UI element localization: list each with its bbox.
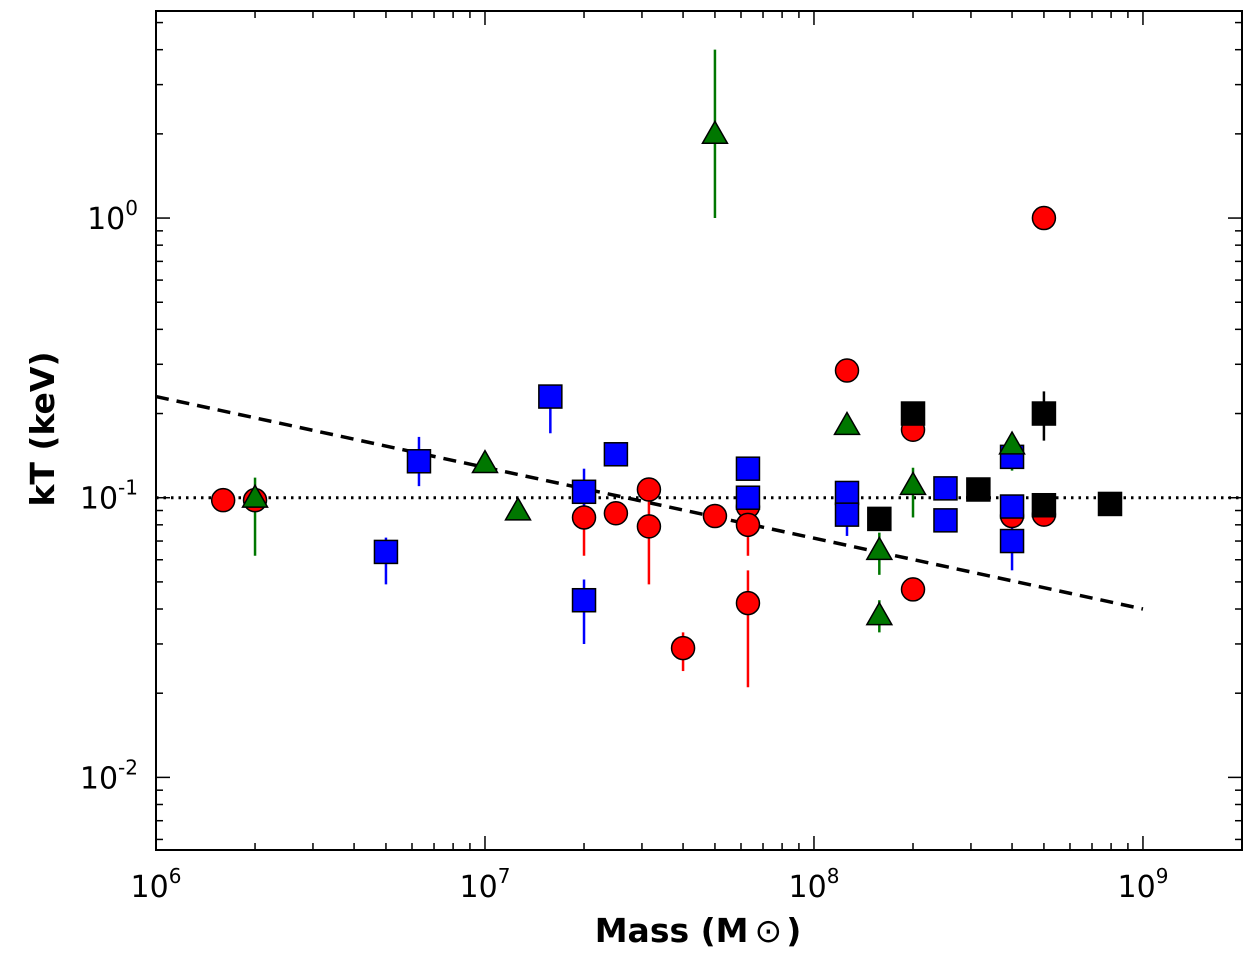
sun-symbol: ⊙ — [755, 911, 783, 950]
black-square-marker — [867, 506, 892, 532]
blue-square-marker — [735, 456, 761, 481]
blue-square-marker — [999, 494, 1025, 519]
green-triangle-marker — [833, 410, 861, 436]
blue-square-marker — [373, 539, 399, 565]
blue-square-marker — [571, 587, 597, 613]
blue-square-marker — [999, 528, 1025, 554]
green-triangle-marker — [899, 471, 927, 496]
red-circle-marker — [900, 577, 926, 602]
blue-square-marker — [834, 480, 860, 506]
x-tick-label: 109 — [1118, 864, 1169, 905]
green-triangle-marker — [865, 601, 894, 626]
green-triangle-marker — [865, 536, 894, 561]
black-square-marker — [900, 401, 926, 426]
blue-square-marker — [603, 442, 629, 467]
data-points — [210, 119, 1123, 661]
red-circle-marker — [603, 500, 629, 526]
red-circle-marker — [735, 512, 761, 538]
black-square-marker — [966, 477, 991, 502]
black-square-marker — [1031, 401, 1057, 426]
blue-square-marker — [406, 449, 432, 474]
blue-square-marker — [735, 485, 761, 510]
blue-square-marker — [571, 479, 597, 505]
blue-square-marker — [538, 384, 563, 409]
red-circle-marker — [636, 514, 662, 539]
red-circle-marker — [636, 477, 662, 502]
green-triangle-marker — [998, 430, 1026, 455]
x-tick-label: 106 — [131, 864, 182, 905]
blue-square-marker — [933, 508, 958, 533]
red-circle-marker — [834, 358, 860, 383]
blue-square-marker — [933, 476, 958, 501]
blue-square-marker — [834, 502, 860, 527]
axis-ticks — [155, 11, 1243, 850]
black-square-marker — [1097, 491, 1123, 517]
y-axis-title: kT (keV) — [23, 351, 62, 506]
y-tick-label: 10-1 — [80, 476, 138, 517]
red-circle-marker — [571, 505, 597, 530]
black-square-marker — [1031, 492, 1057, 518]
red-circle-marker — [210, 487, 236, 513]
red-circle-marker — [735, 590, 761, 616]
red-circle-marker — [670, 635, 696, 661]
plot-frame — [155, 10, 1243, 851]
x-axis-title-close: ) — [786, 911, 801, 950]
x-tick-label: 107 — [460, 864, 511, 905]
x-tick-label: 108 — [789, 864, 840, 905]
y-tick-label: 10-2 — [80, 755, 138, 796]
red-circle-marker — [1031, 205, 1057, 231]
red-circle-marker — [702, 503, 728, 529]
green-triangle-marker — [701, 119, 729, 144]
x-axis-title-text: Mass (M — [595, 911, 749, 950]
green-triangle-marker — [471, 449, 499, 474]
y-tick-label: 100 — [87, 196, 138, 237]
green-triangle-marker — [504, 496, 532, 521]
x-axis-title: Mass (M ⊙) — [595, 911, 802, 950]
green-triangle-marker — [241, 483, 269, 508]
